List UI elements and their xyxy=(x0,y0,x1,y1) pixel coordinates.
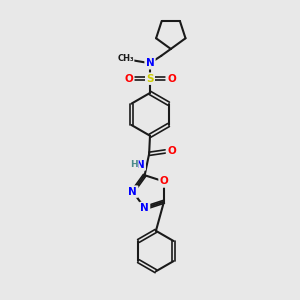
Text: S: S xyxy=(146,74,154,84)
Text: CH₃: CH₃ xyxy=(117,54,134,63)
Text: O: O xyxy=(160,176,168,187)
Text: O: O xyxy=(124,74,133,84)
Text: N: N xyxy=(146,58,154,68)
Text: H: H xyxy=(130,160,138,169)
Text: N: N xyxy=(128,187,137,196)
Text: O: O xyxy=(167,74,176,84)
Text: N: N xyxy=(140,203,149,213)
Text: N: N xyxy=(136,160,145,170)
Text: O: O xyxy=(167,146,176,156)
